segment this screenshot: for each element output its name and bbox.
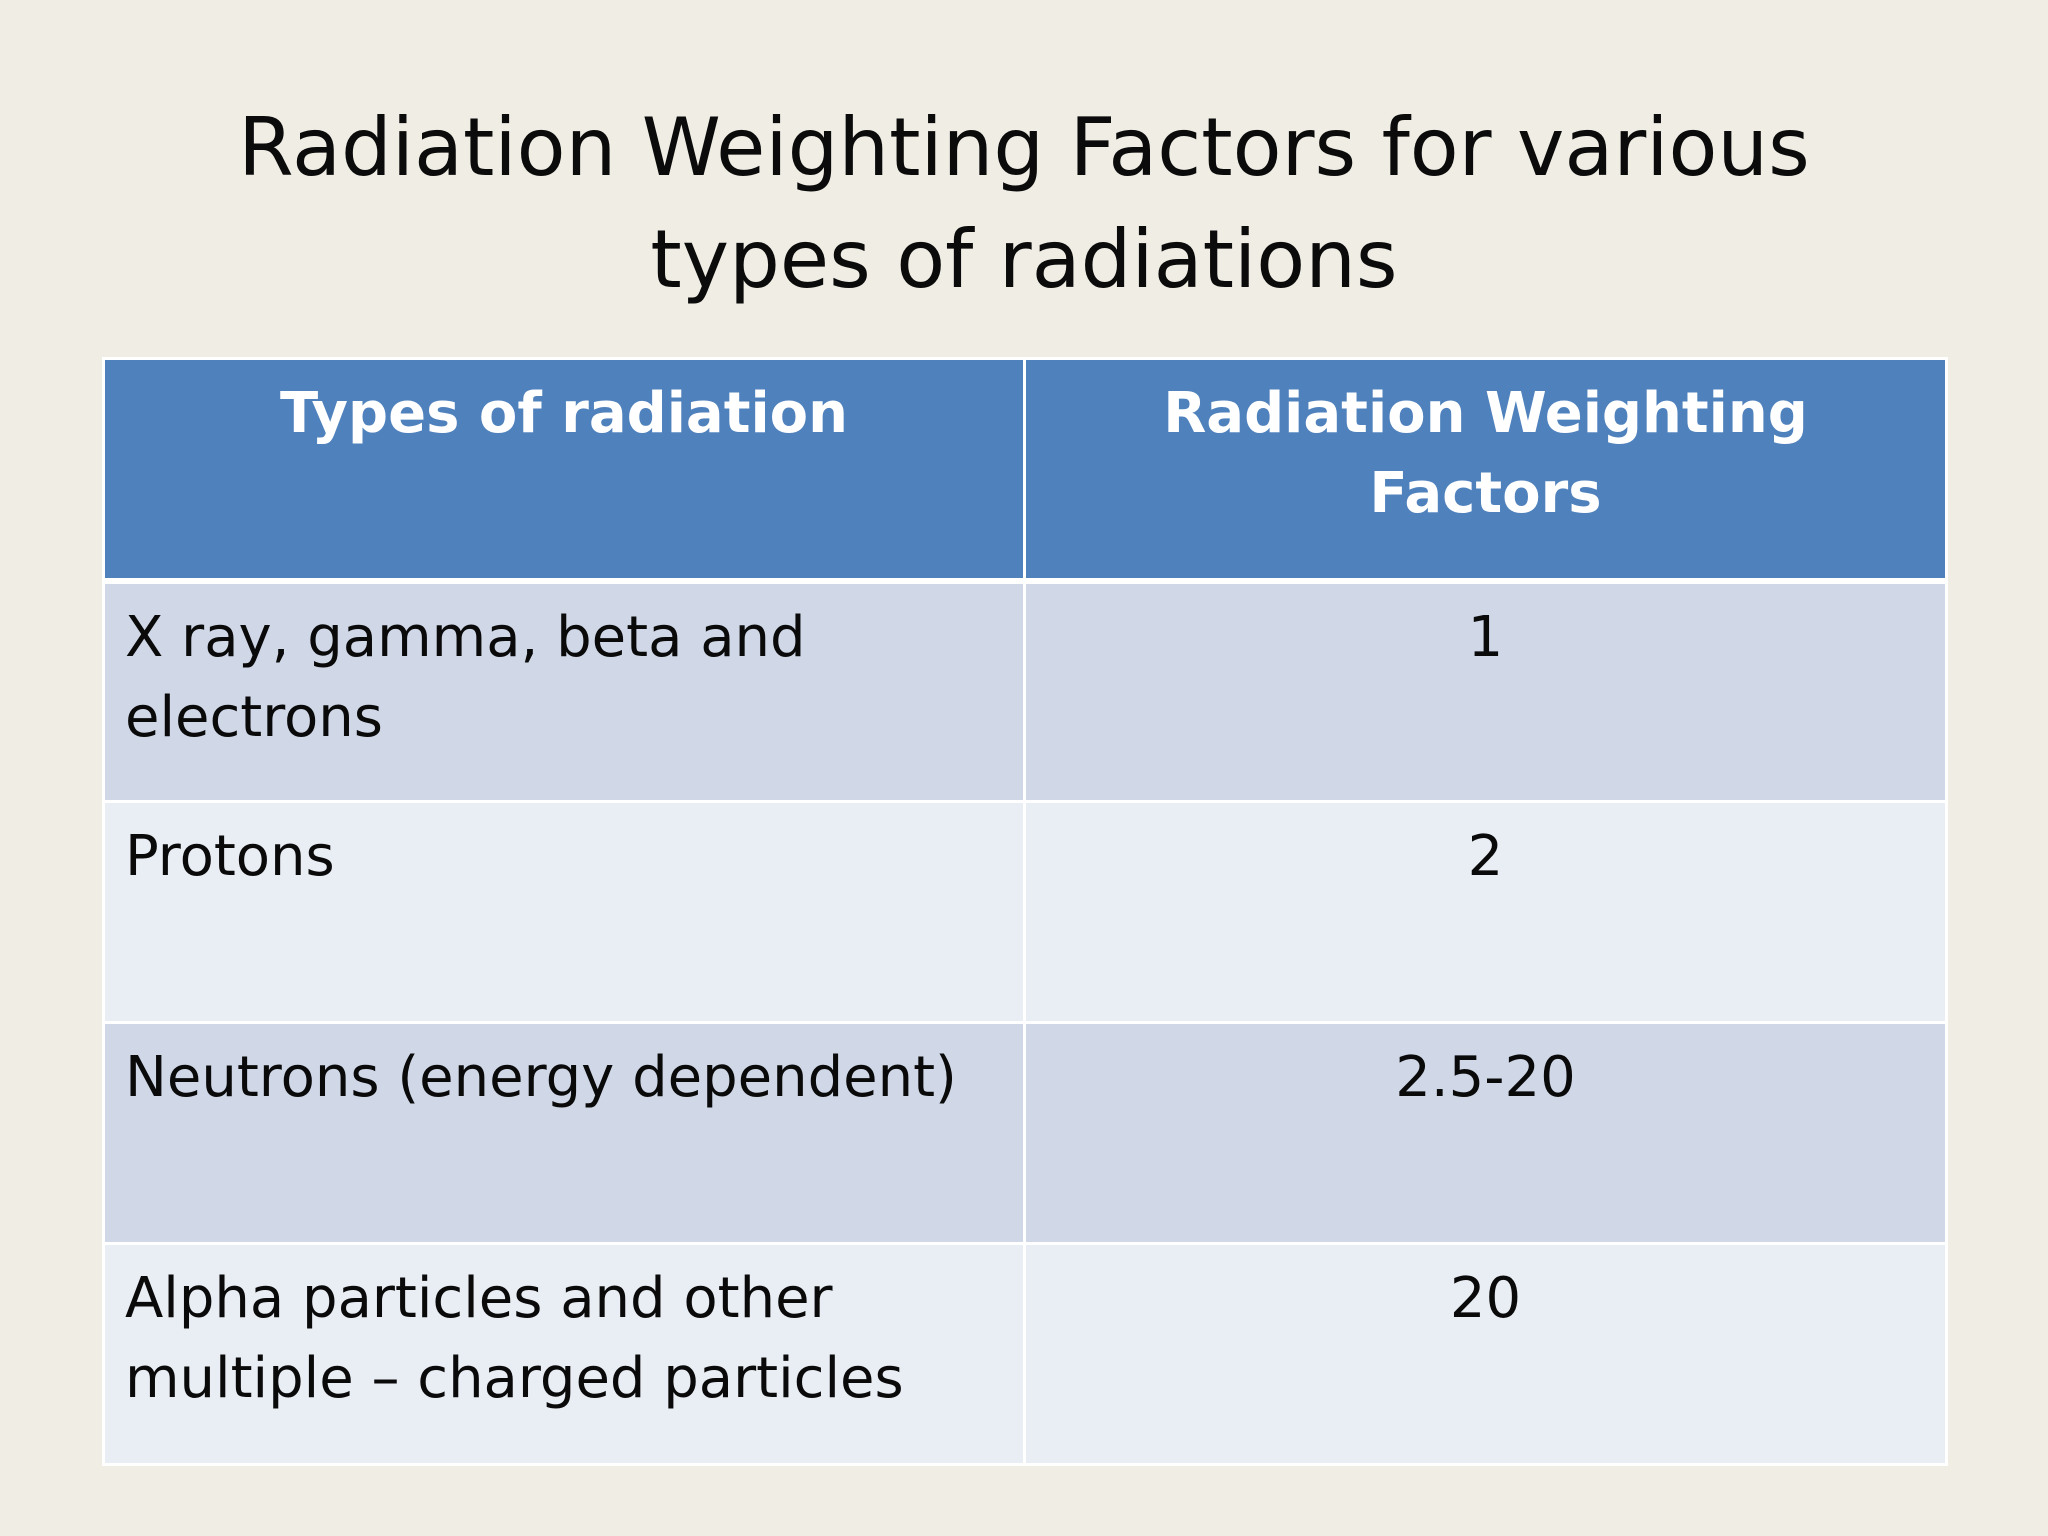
weighting-factors-table: Types of radiation Radiation Weighting F… bbox=[102, 357, 1948, 1466]
radiation-type-cell: Neutrons (energy dependent) bbox=[102, 1021, 1026, 1245]
table-row: Protons 2 bbox=[102, 800, 1948, 1024]
header-types-of-radiation: Types of radiation bbox=[102, 357, 1026, 584]
table-row: Neutrons (energy dependent) 2.5-20 bbox=[102, 1021, 1948, 1245]
weighting-factors-table-container: Types of radiation Radiation Weighting F… bbox=[102, 357, 1948, 1466]
radiation-type-cell: X ray, gamma, beta and electrons bbox=[102, 579, 1026, 803]
weighting-factor-cell: 2.5-20 bbox=[1023, 1021, 1948, 1245]
radiation-type-cell: Protons bbox=[102, 800, 1026, 1024]
header-weighting-factors: Radiation Weighting Factors bbox=[1023, 357, 1948, 584]
weighting-factor-cell: 2 bbox=[1023, 800, 1948, 1024]
table-row: Alpha particles and other multiple – cha… bbox=[102, 1242, 1948, 1466]
weighting-factor-cell: 1 bbox=[1023, 579, 1948, 803]
radiation-type-cell: Alpha particles and other multiple – cha… bbox=[102, 1242, 1026, 1466]
weighting-factor-cell: 20 bbox=[1023, 1242, 1948, 1466]
slide-title: Radiation Weighting Factors for various … bbox=[238, 101, 1810, 306]
table-row: X ray, gamma, beta and electrons 1 bbox=[102, 579, 1948, 803]
table-header-row: Types of radiation Radiation Weighting F… bbox=[102, 357, 1948, 584]
